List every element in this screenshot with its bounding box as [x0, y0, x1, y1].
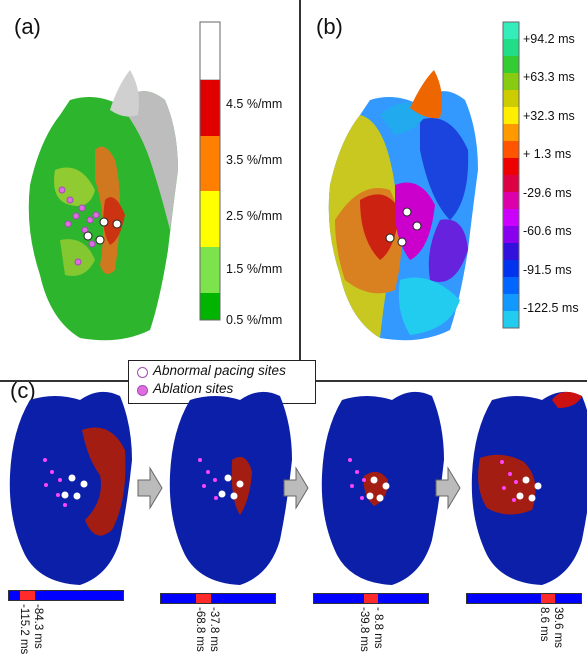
- time-window-bar-1: [8, 590, 124, 601]
- colorbar-b-band: [503, 90, 519, 108]
- colorbar-b-label-1: +94.2 ms: [523, 32, 575, 46]
- colorbar-b-band: [503, 141, 519, 159]
- colorbar-b-label-6: -60.6 ms: [523, 224, 572, 238]
- colorbar-b-band: [503, 311, 519, 329]
- colorbar-b-band: [503, 226, 519, 244]
- colorbar-b-label-8: -122.5 ms: [523, 301, 579, 315]
- legend-abnormal-label: Abnormal pacing sites: [153, 363, 286, 378]
- abnormal-pacing-sites-a: [83, 217, 122, 245]
- colorbar-b-band: [503, 175, 519, 193]
- time-window-bar-2: [160, 593, 276, 604]
- colorbar-b-band: [503, 124, 519, 142]
- colorbar-b-band: [503, 243, 519, 261]
- legend: Abnormal pacing sites Ablation sites: [128, 360, 316, 404]
- time-window-highlight-4: [541, 594, 555, 603]
- ablation-sites-a: [58, 186, 100, 266]
- time-label-3-left: -39.8 ms: [358, 607, 370, 652]
- time-window-bar-4: [466, 593, 582, 604]
- time-label-3-right: - 8.8 ms: [372, 607, 384, 649]
- colorbar-a-label-5: 0.5 %/mm: [226, 313, 283, 327]
- colorbar-b-label-4: + 1.3 ms: [523, 147, 572, 161]
- arrow-1: [137, 466, 163, 510]
- colorbar-b-band: [503, 158, 519, 176]
- time-window-highlight-1: [20, 591, 36, 600]
- colorbar-a: [199, 21, 221, 321]
- colorbar-a-label-3: 2.5 %/mm: [226, 209, 283, 223]
- colorbar-b-band: [503, 107, 519, 125]
- time-label-2-left: -68.8 ms: [194, 607, 206, 652]
- panel-label-b: (b): [316, 14, 343, 39]
- colorbar-a-label-1: 4.5 %/mm: [226, 97, 283, 111]
- colorbar-b-label-5: -29.6 ms: [523, 186, 572, 200]
- time-window-bar-3: [313, 593, 429, 604]
- ablation-legend-icon: [137, 385, 148, 396]
- colorbar-b-label-2: +63.3 ms: [523, 70, 575, 84]
- time-label-1-left: -115.2 ms: [18, 604, 30, 655]
- heart-map-b: [328, 70, 478, 341]
- time-label-4-right: 39.6 ms: [552, 607, 564, 648]
- colorbar-b-band: [503, 39, 519, 57]
- legend-ablation-label: Ablation sites: [153, 381, 234, 396]
- abnormal-pacing-legend-icon: [137, 367, 148, 378]
- activation-map-3: [321, 391, 444, 585]
- activation-map-1: [9, 391, 132, 585]
- activation-map-2: [169, 391, 292, 585]
- panel-label-a: (a): [14, 14, 41, 39]
- colorbar-b-label-7: -91.5 ms: [523, 263, 572, 277]
- colorbar-b-band: [503, 73, 519, 91]
- heart-map-a: [28, 70, 178, 341]
- time-window-highlight-2: [196, 594, 212, 603]
- time-window-highlight-3: [364, 594, 378, 603]
- colorbar-a-label-2: 3.5 %/mm: [226, 153, 283, 167]
- colorbar-b-band: [503, 277, 519, 295]
- colorbar-b-band: [503, 56, 519, 74]
- arrow-2: [283, 466, 309, 510]
- colorbar-a-label-4: 1.5 %/mm: [226, 262, 283, 276]
- colorbar-b-band: [503, 260, 519, 278]
- colorbar-b-label-3: +32.3 ms: [523, 109, 575, 123]
- colorbar-b-band: [503, 192, 519, 210]
- abnormal-pacing-sites-b: [385, 207, 422, 247]
- time-label-1-right: -84.3 ms: [32, 604, 44, 649]
- colorbar-b-band: [503, 22, 519, 40]
- colorbar-b-band: [503, 294, 519, 312]
- activation-sequence: [9, 391, 587, 585]
- activation-map-4: [471, 391, 587, 585]
- arrow-3: [435, 466, 461, 510]
- panel-label-c: (c): [10, 378, 36, 403]
- vertical-divider: [299, 0, 301, 378]
- colorbar-b: [502, 21, 520, 329]
- colorbar-b-band: [503, 209, 519, 227]
- time-label-2-right: -37.8 ms: [208, 607, 220, 652]
- time-label-4-left: 8.6 ms: [538, 607, 550, 642]
